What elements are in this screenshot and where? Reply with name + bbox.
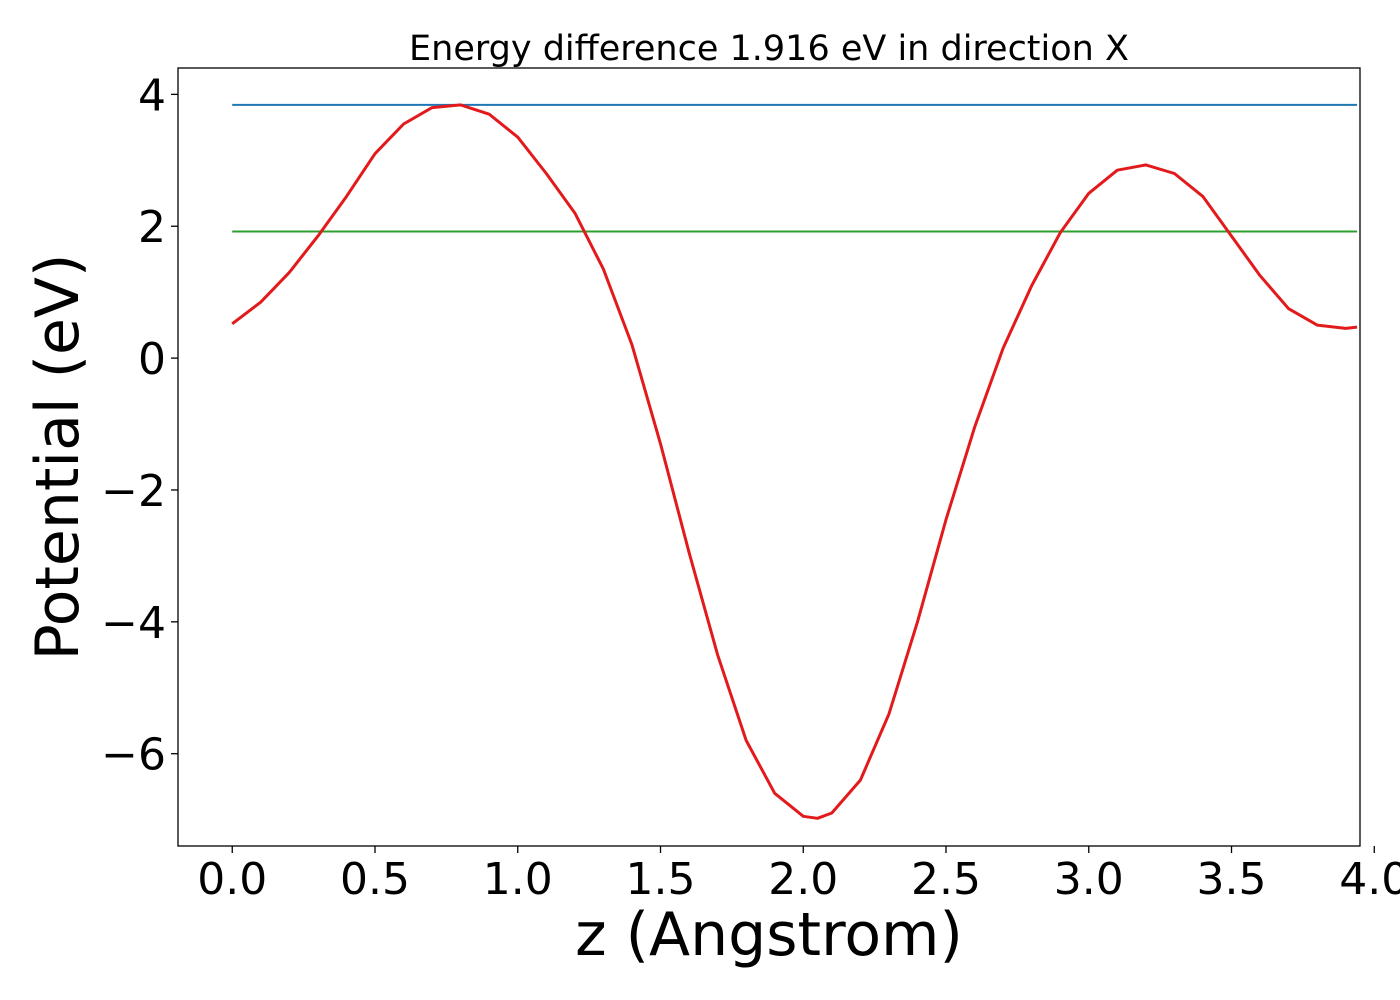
potential-curve: [231, 103, 1358, 820]
x-tick-label: 0.0: [197, 854, 267, 905]
y-tick-label: 2: [138, 202, 166, 253]
chart-title: Energy difference 1.916 eV in direction …: [409, 29, 1129, 69]
x-tick-label: 3.0: [1054, 854, 1124, 905]
y-axis-label: Potential (eV): [23, 254, 93, 661]
x-tick-label: 2.5: [911, 854, 981, 905]
y-tick-label: 0: [138, 334, 166, 385]
x-tick-label: 2.0: [768, 854, 838, 905]
y-tick-label: −4: [101, 598, 166, 649]
x-tick-label: 1.5: [626, 854, 696, 905]
y-tick-label: −6: [101, 730, 166, 781]
y-axis: −6 −4 −2 0 2 4: [101, 70, 178, 781]
x-tick-label: 0.5: [340, 854, 410, 905]
x-tick-label: 4.0: [1339, 854, 1400, 905]
y-tick-label: −2: [101, 466, 166, 517]
x-tick-label: 3.5: [1197, 854, 1267, 905]
y-tick-label: 4: [138, 70, 166, 121]
x-axis-label: z (Angstrom): [575, 900, 963, 970]
x-axis: 0.0 0.5 1.0 1.5 2.0 2.5 3.0 3.5 4.0: [197, 846, 1400, 905]
plot-area: [231, 103, 1358, 820]
x-tick-label: 1.0: [483, 854, 553, 905]
plot-frame: [177, 67, 1361, 847]
